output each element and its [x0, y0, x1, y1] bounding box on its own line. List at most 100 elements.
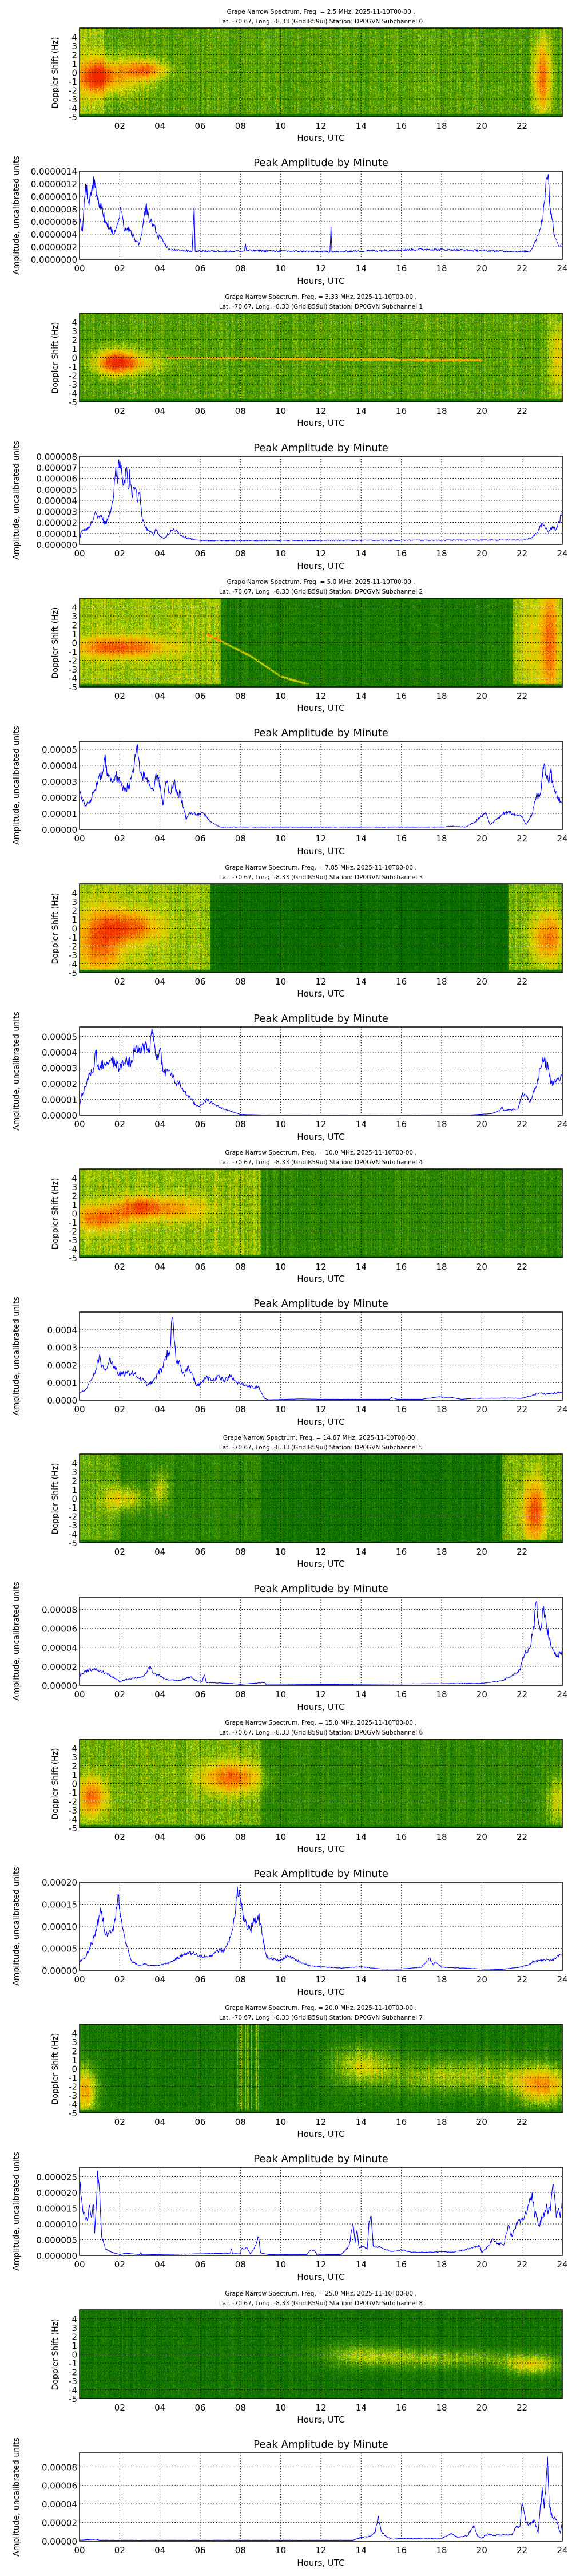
y-tick-label: 0.0000006: [31, 217, 77, 227]
x-tick-label: 08: [235, 2117, 246, 2127]
x-tick-label: 00: [74, 1404, 85, 1415]
y-tick-label: 0.0000008: [31, 204, 77, 215]
amplitude-series-line: [79, 744, 563, 828]
spectrogram-title: Grape Narrow Spectrum, Freq. = 2.5 MHz, …: [227, 9, 415, 15]
amplitude-chart: 0.00000 0.00002 0.00004 0.00006 0.00008 00 02 0…: [42, 2452, 568, 2555]
x-tick-label: 16: [396, 977, 407, 987]
x-tick-label: 16: [396, 1262, 407, 1272]
y-tick-label: 0.000006: [36, 474, 77, 484]
spectrogram-title: Grape Narrow Spectrum, Freq. = 20.0 MHz,…: [225, 2005, 417, 2012]
x-tick-label: 08: [235, 1262, 246, 1272]
amplitude-chart: 0.00000 0.00001 0.00002 0.00003 0.00004 0.000…: [42, 1026, 568, 1129]
x-tick-label: 22: [517, 548, 527, 559]
x-tick-label: 00: [74, 2545, 85, 2555]
y-tick-label: 3: [72, 326, 77, 337]
y-tick-label: -5: [69, 1538, 77, 1548]
x-tick-label: 00: [74, 263, 85, 274]
x-tick-label: 10: [275, 548, 286, 559]
spectrogram-subtitle: Lat. -70.67, Long. -8.33 (GridIB59ui) St…: [80, 587, 562, 597]
subchannel-section: Grape Narrow Spectrum, Freq. = 7.85 MHz,…: [0, 856, 572, 1142]
x-tick-label: 04: [154, 406, 165, 416]
y-tick-label: -4: [69, 1815, 77, 1825]
x-tick-label: 12: [315, 1404, 326, 1415]
x-tick-label: 02: [114, 1974, 125, 1985]
amplitude-xlabel: Hours, UTC: [297, 276, 345, 286]
y-tick-label: 0.0004: [47, 1325, 78, 1336]
x-tick-label: 20: [476, 1404, 487, 1415]
amplitude-title: Peak Amplitude by Minute: [253, 727, 388, 740]
station-line: Lat. -70.67, Long. -8.33 (GridIB59ui) St…: [219, 588, 419, 596]
x-tick-label: 02: [114, 977, 125, 987]
amplitude-frame: [79, 171, 563, 260]
subchannel-number: 6: [419, 1729, 423, 1737]
x-tick-label: 16: [396, 121, 407, 131]
x-tick-label: 08: [235, 548, 246, 559]
x-tick-label: 12: [315, 691, 326, 701]
x-tick-label: 12: [315, 833, 326, 844]
x-tick-label: 10: [275, 1404, 286, 1415]
y-tick-label: -2: [69, 941, 77, 951]
amplitude-ylabel: Amplitude, uncalibrated units: [12, 156, 21, 275]
x-tick-label: 10: [275, 406, 286, 416]
x-tick-label: 14: [356, 121, 367, 131]
y-tick-label: -5: [69, 2108, 77, 2119]
x-tick-label: 02: [114, 2259, 125, 2270]
amplitude-frame: [79, 1882, 563, 1971]
x-tick-label: 04: [154, 833, 165, 844]
amplitude-chart: 0.00000 0.00005 0.00010 0.00015 0.00020 00 02 0…: [42, 1878, 568, 1985]
x-tick-label: 20: [476, 2117, 487, 2127]
y-tick-label: 3: [72, 1182, 77, 1192]
x-tick-label: 18: [436, 1689, 447, 1700]
y-tick-label: -2: [69, 1226, 77, 1236]
x-tick-label: 04: [154, 2117, 165, 2127]
x-tick-label: 08: [235, 2259, 246, 2270]
y-tick-label: -4: [69, 389, 77, 399]
x-tick-label: 08: [235, 1119, 246, 1129]
y-tick-label: 1: [72, 1200, 77, 1210]
y-tick-label: 0: [72, 1779, 77, 1789]
x-tick-label: 12: [315, 548, 326, 559]
y-tick-label: 1: [72, 59, 77, 69]
amplitude-title: Peak Amplitude by Minute: [253, 1583, 388, 1595]
y-tick-label: 0.0000012: [31, 179, 77, 189]
x-tick-label: 14: [356, 1974, 367, 1985]
x-tick-label: 06: [194, 1119, 205, 1129]
x-tick-label: 16: [396, 406, 407, 416]
spectrogram-xlabel: Hours, UTC: [297, 703, 345, 714]
x-tick-label: 22: [517, 121, 527, 131]
x-tick-label: 20: [476, 1832, 487, 1842]
spectrogram-subtitle: Lat. -70.67, Long. -8.33 (GridIB59ui) St…: [80, 1443, 562, 1453]
x-tick-label: 16: [396, 1119, 407, 1129]
x-tick-label: 18: [436, 2403, 447, 2413]
x-tick-label: 02: [114, 406, 125, 416]
y-tick-label: -1: [69, 933, 77, 943]
x-tick-label: 06: [194, 1547, 205, 1557]
x-tick-label: 08: [235, 263, 246, 274]
y-tick-label: -3: [69, 950, 77, 961]
y-tick-label: 0.0001: [47, 1378, 78, 1388]
x-tick-label: 20: [476, 548, 487, 559]
x-tick-label: 22: [517, 691, 527, 701]
y-tick-label: 0.00000: [42, 825, 77, 835]
x-tick-label: 02: [114, 1404, 125, 1415]
x-tick-label: 16: [396, 2545, 407, 2555]
x-tick-label: 06: [194, 2117, 205, 2127]
x-tick-label: 22: [517, 1974, 527, 1985]
x-tick-label: 16: [396, 263, 407, 274]
subchannel-section: Grape Narrow Spectrum, Freq. = 10.0 MHz,…: [0, 1141, 572, 1427]
amplitude-frame: [79, 456, 563, 545]
x-tick-label: 02: [114, 548, 125, 559]
subchannel-number: 1: [419, 303, 423, 311]
x-tick-label: 10: [275, 691, 286, 701]
subchannel-number: 4: [419, 1159, 423, 1166]
x-tick-label: 02: [114, 1262, 125, 1272]
x-tick-label: 20: [476, 263, 487, 274]
y-tick-label: -4: [69, 104, 77, 114]
y-tick-label: 0.000003: [36, 507, 77, 517]
x-tick-label: 16: [396, 2117, 407, 2127]
x-tick-label: 18: [436, 1262, 447, 1272]
y-tick-label: 3: [72, 897, 77, 907]
amplitude-xlabel: Hours, UTC: [297, 2557, 345, 2568]
